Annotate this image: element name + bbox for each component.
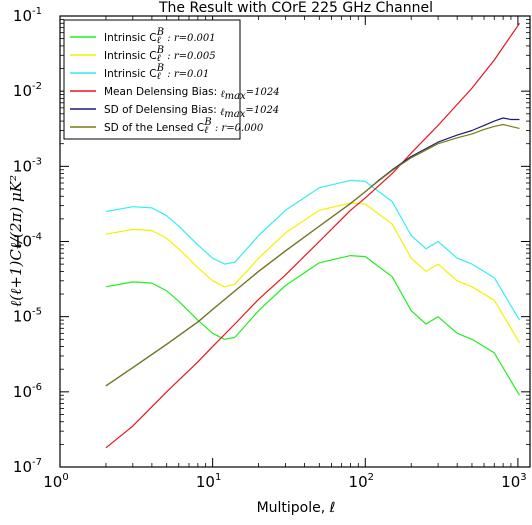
legend-label-intrinsic-c-b-r-0-001: Intrinsic CℓB : r=0.001 [104, 27, 216, 46]
legend-label-sd-of-the-lensed-c-b-r-0-000: SD of the Lensed CℓB : r=0.000 [104, 117, 264, 136]
y-tick-label: 10-2 [13, 81, 42, 100]
x-tick-label: 102 [349, 472, 374, 491]
series-layer [105, 22, 521, 449]
chart-title: The Result with COrE 225 GHz Channel [158, 0, 433, 16]
x-axis-label: Multipole, ℓ [257, 500, 336, 516]
x-tick-label: 101 [196, 472, 221, 491]
series-line-intrinsic-c-b-r-0-01 [105, 179, 521, 321]
series-line-sd-of-delensing-bias-max-1024 [105, 117, 520, 387]
series-line-intrinsic-c-b-r-0-001 [105, 255, 521, 396]
y-tick-label: 10-6 [13, 382, 42, 401]
y-axis-label: ℓ(ℓ+1)Cℓ/(2π) μK² [7, 175, 25, 307]
legend-box [63, 19, 241, 140]
y-tick-label: 10-1 [13, 6, 42, 25]
legend-label-intrinsic-c-b-r-0-005: Intrinsic CℓB : r=0.005 [104, 45, 216, 64]
y-tick-label: 10-3 [13, 156, 42, 175]
series-line-intrinsic-c-b-r-0-005 [105, 202, 521, 344]
x-tick-label: 103 [501, 472, 526, 491]
y-tick-label: 10-5 [13, 307, 42, 326]
legend-label-sd-of-delensing-bias-max-1024: SD of Delensing Bias: ℓmax=1024 [104, 104, 279, 120]
legend-label-intrinsic-c-b-r-0-01: Intrinsic CℓB : r=0.01 [104, 63, 209, 82]
series-line-mean-delensing-bias-max-1024 [105, 22, 520, 449]
series-line-sd-of-the-lensed-c-b-r-0-000 [105, 123, 520, 387]
y-tick-label: 10-7 [13, 457, 42, 476]
x-tick-label: 100 [43, 472, 68, 491]
legend-label-mean-delensing-bias-max-1024: Mean Delensing Bias: ℓmax=1024 [104, 86, 280, 102]
